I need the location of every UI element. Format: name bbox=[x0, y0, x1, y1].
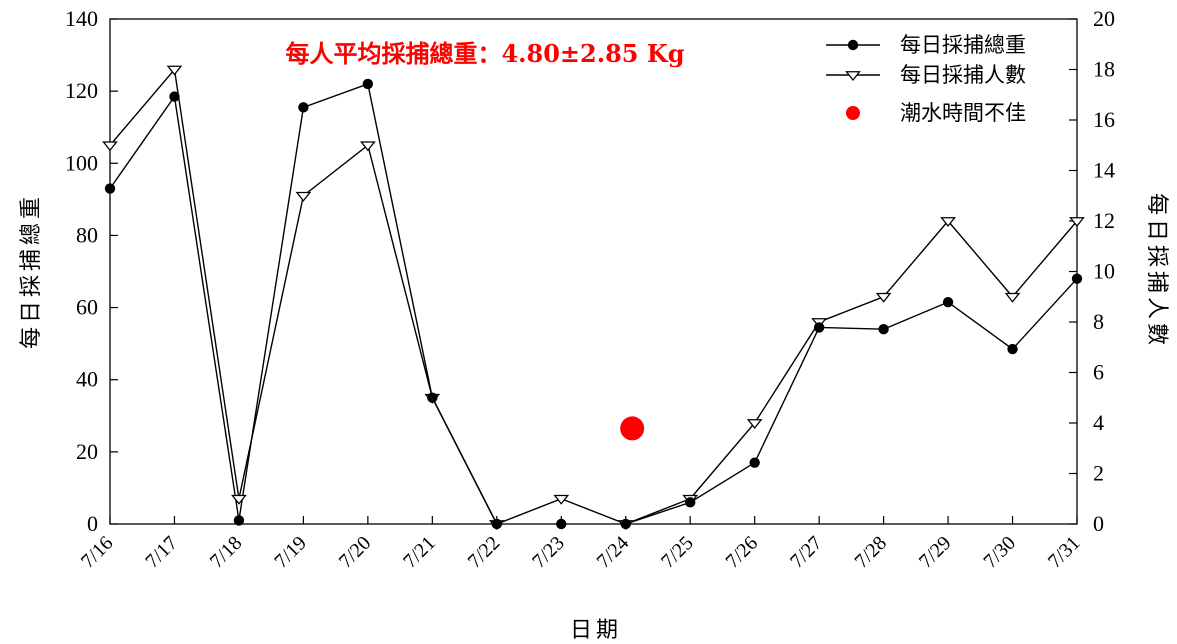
y-right-tick-label: 16 bbox=[1093, 107, 1115, 132]
x-tick-label: 7/26 bbox=[721, 532, 762, 573]
x-tick-label: 7/23 bbox=[528, 532, 569, 573]
series-weight-marker bbox=[942, 296, 954, 308]
x-tick-label: 7/24 bbox=[593, 532, 634, 573]
series-people-line bbox=[109, 67, 1078, 525]
series-weight-marker bbox=[749, 457, 760, 468]
legend-people-label: 每日採捕人數 bbox=[900, 63, 1026, 87]
x-tick-label: 7/31 bbox=[1044, 532, 1085, 573]
plot-frame bbox=[109, 18, 1078, 525]
x-tick-label: 7/21 bbox=[399, 532, 440, 573]
series-weight-marker bbox=[813, 322, 825, 333]
series-weight-marker bbox=[491, 518, 502, 530]
y-left-tick-label: 120 bbox=[65, 78, 98, 103]
series-people-marker bbox=[553, 494, 570, 505]
x-tick-label: 7/18 bbox=[206, 532, 247, 573]
series-people-marker bbox=[231, 494, 247, 505]
x-tick-label: 7/19 bbox=[270, 532, 311, 573]
x-tick-label: 7/22 bbox=[464, 532, 505, 573]
legend-weight-marker bbox=[847, 39, 859, 51]
y-left-tick-label: 20 bbox=[76, 439, 98, 464]
x-tick-label: 7/27 bbox=[786, 532, 827, 573]
series-people-marker bbox=[295, 191, 312, 202]
series-weight-line bbox=[625, 278, 1078, 525]
y-right-tick-label: 2 bbox=[1093, 461, 1104, 486]
y-right-tick-label: 4 bbox=[1093, 410, 1104, 435]
y-axis-right-title: 每日採捕人數 bbox=[1144, 193, 1169, 349]
y-left-tick-label: 60 bbox=[76, 295, 98, 320]
y-right-tick-label: 10 bbox=[1093, 259, 1115, 284]
x-tick-label: 7/17 bbox=[141, 532, 182, 573]
x-tick-label: 7/16 bbox=[77, 532, 118, 573]
y-right-tick-label: 8 bbox=[1093, 309, 1104, 334]
y-axis-left-title: 每日採捕總重 bbox=[19, 193, 44, 349]
series-weight-marker bbox=[298, 102, 309, 113]
x-tick-label: 7/20 bbox=[335, 532, 376, 573]
series-weight-marker bbox=[620, 518, 631, 530]
series-layer bbox=[102, 65, 1085, 531]
series-people-marker bbox=[102, 141, 118, 152]
legend-people-marker bbox=[845, 71, 861, 82]
axes: 0 20 40 60 80 100 120 140 0 2 4 6 8 10 12 14 16 18 20 7/16 7… bbox=[65, 6, 1115, 573]
series-weight-marker bbox=[169, 91, 180, 102]
y-left-tick-label: 0 bbox=[87, 511, 98, 536]
series-people-marker bbox=[360, 141, 376, 152]
legend-weight-label: 每日採捕總重 bbox=[900, 33, 1026, 57]
series-people-marker bbox=[1004, 292, 1021, 303]
y-right-tick-label: 0 bbox=[1093, 511, 1104, 536]
y-right-tick-label: 14 bbox=[1093, 158, 1115, 183]
y-right-tick-label: 20 bbox=[1093, 6, 1115, 31]
y-right-tick-label: 12 bbox=[1093, 208, 1115, 233]
y-right-tick-label: 18 bbox=[1093, 57, 1115, 82]
y-left-tick-label: 40 bbox=[76, 367, 98, 392]
series-people-marker bbox=[940, 217, 956, 228]
y-left-tick-label: 140 bbox=[65, 6, 98, 31]
y-right-tick-label: 6 bbox=[1093, 360, 1104, 385]
series-people-marker bbox=[1069, 217, 1085, 228]
series-people-marker bbox=[166, 65, 183, 76]
series-people-marker bbox=[746, 419, 763, 430]
series-tide-marker bbox=[620, 416, 645, 441]
y-left-tick-label: 100 bbox=[65, 150, 98, 175]
series-weight-marker bbox=[233, 515, 245, 526]
y-left-tick-label: 80 bbox=[76, 222, 98, 247]
series-weight-marker bbox=[878, 324, 889, 335]
series-weight-line bbox=[109, 82, 498, 525]
chart-annotation: 每人平均採捕總重：4.80±2.85 Kg bbox=[285, 39, 684, 68]
series-weight-marker bbox=[427, 392, 438, 403]
series-weight-marker bbox=[556, 518, 567, 530]
x-tick-label: 7/28 bbox=[850, 532, 891, 573]
x-axis-title: 日期 bbox=[570, 618, 622, 643]
series-weight-marker bbox=[104, 183, 116, 194]
x-tick-label: 7/25 bbox=[657, 532, 698, 573]
series-weight-marker bbox=[1071, 273, 1083, 284]
series-weight-marker bbox=[1007, 343, 1018, 355]
legend-tide-marker bbox=[846, 106, 860, 120]
series-weight-marker bbox=[685, 497, 696, 508]
series-weight-marker bbox=[362, 78, 374, 90]
x-tick-label: 7/29 bbox=[915, 532, 956, 573]
legend-tide-label: 潮水時間不佳 bbox=[900, 101, 1026, 125]
series-people-marker bbox=[875, 292, 892, 303]
x-tick-label: 7/30 bbox=[979, 532, 1020, 573]
